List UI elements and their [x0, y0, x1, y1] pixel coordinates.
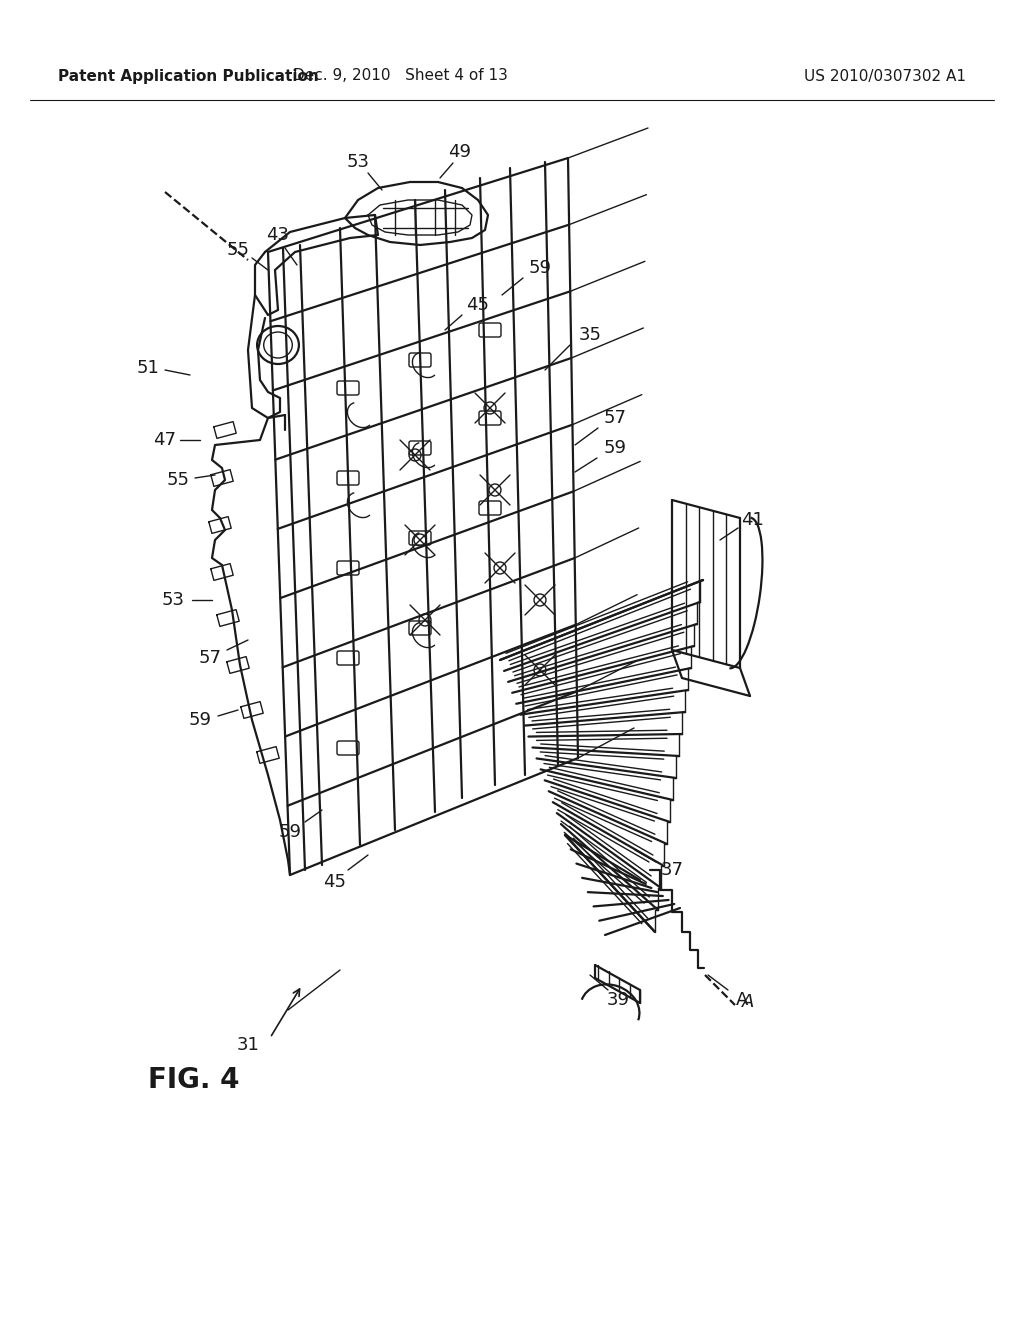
Text: 59: 59	[279, 822, 301, 841]
Text: FIG. 4: FIG. 4	[148, 1067, 240, 1094]
Text: 35: 35	[579, 326, 601, 345]
Text: 39: 39	[606, 991, 630, 1008]
Text: US 2010/0307302 A1: US 2010/0307302 A1	[804, 69, 966, 83]
Text: 45: 45	[324, 873, 346, 891]
Text: Patent Application Publication: Patent Application Publication	[58, 69, 318, 83]
Text: 55: 55	[226, 242, 250, 259]
Text: 49: 49	[449, 143, 471, 161]
Text: 55: 55	[167, 471, 189, 488]
Text: 53: 53	[346, 153, 370, 172]
Text: A: A	[741, 993, 755, 1011]
Text: 59: 59	[528, 259, 552, 277]
Text: 31: 31	[237, 1036, 259, 1053]
Text: 37: 37	[660, 861, 683, 879]
Text: 51: 51	[136, 359, 160, 378]
Text: 57: 57	[603, 409, 627, 426]
Text: 59: 59	[603, 440, 627, 457]
Text: 53: 53	[162, 591, 184, 609]
Text: 43: 43	[266, 226, 290, 244]
Text: 47: 47	[154, 432, 176, 449]
Text: 59: 59	[188, 711, 212, 729]
Text: 45: 45	[467, 296, 489, 314]
Text: Dec. 9, 2010   Sheet 4 of 13: Dec. 9, 2010 Sheet 4 of 13	[293, 69, 508, 83]
Text: 57: 57	[199, 649, 221, 667]
Text: 41: 41	[740, 511, 764, 529]
Text: A: A	[736, 991, 749, 1008]
